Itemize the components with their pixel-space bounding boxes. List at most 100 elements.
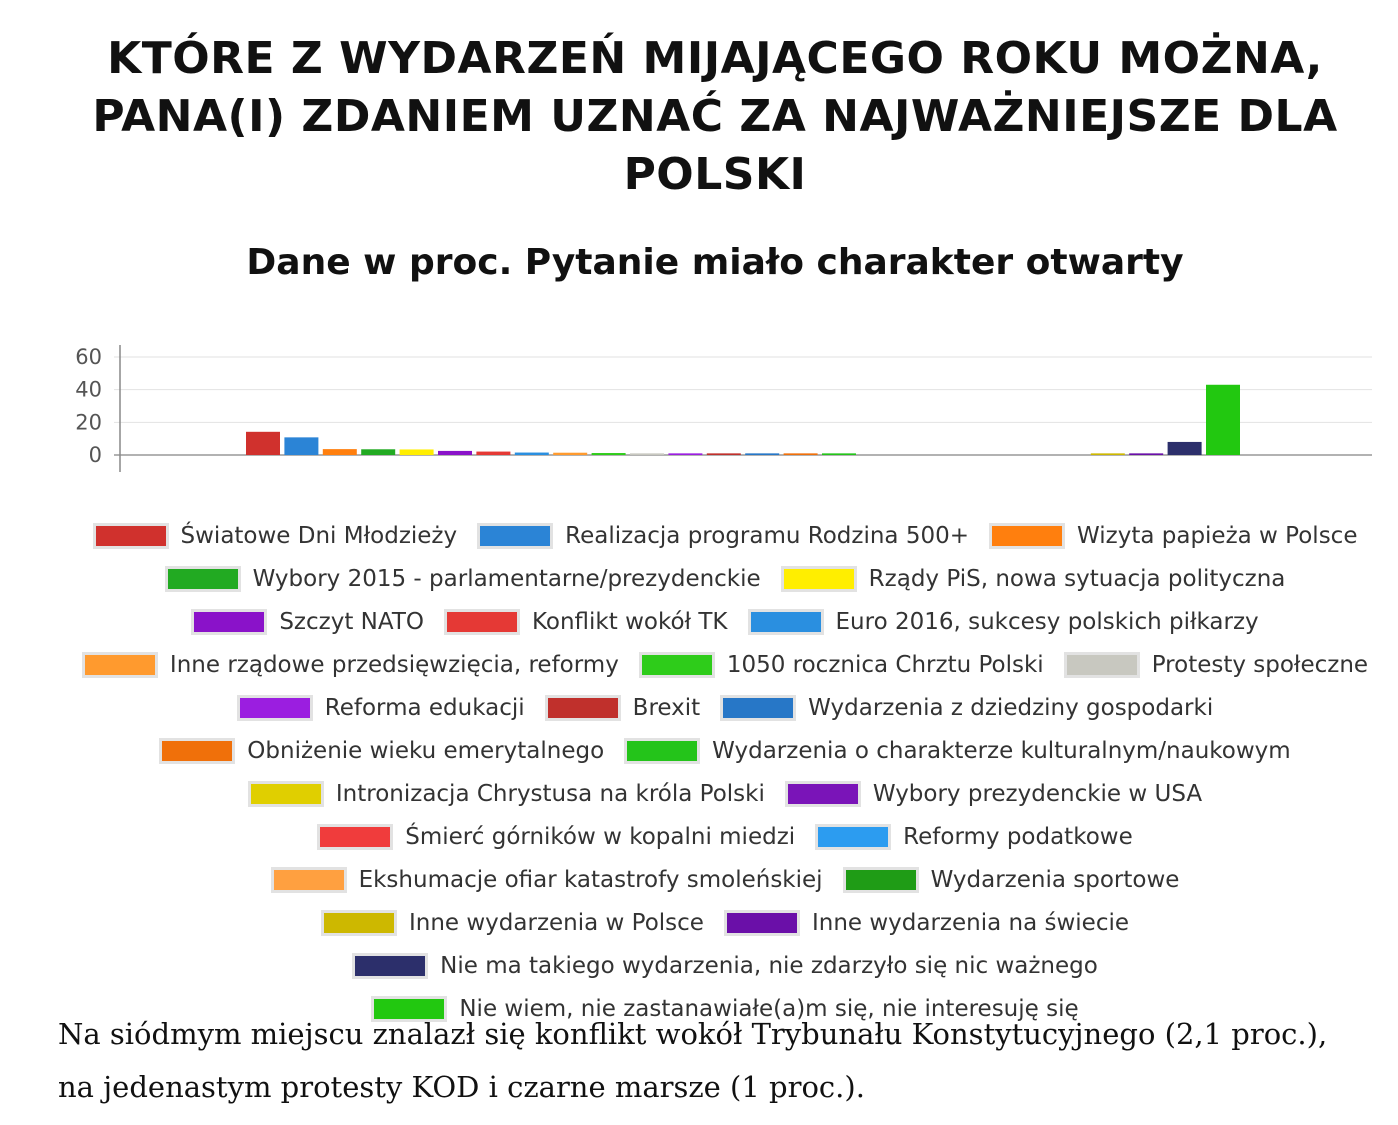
legend-label: Nie wiem, nie zastanawiałe(a)m się, nie … (459, 995, 1079, 1022)
legend-label: Inne rządowe przedsięwzięcia, reformy (169, 651, 619, 678)
bar[interactable] (630, 453, 664, 455)
legend-swatch (352, 952, 429, 979)
legend-label: Brexit (632, 694, 701, 721)
legend-item[interactable]: 1050 rocznica Chrztu Polski (638, 647, 1044, 682)
bar[interactable] (438, 450, 472, 455)
legend-swatch (989, 522, 1066, 549)
legend-swatch (747, 608, 824, 635)
legend-label: Reformy podatkowe (903, 823, 1133, 850)
chart-subtitle: Dane w proc. Pytanie miało charakter otw… (246, 242, 1184, 283)
legend-swatch (1063, 651, 1140, 678)
chart-title: KTÓRE Z WYDARZEŃ MIJAJĄCEGO ROKU MOŻNA, … (92, 33, 1338, 200)
bar-chart: 0 20 40 60 (75, 345, 1372, 472)
article-caption: Na siódmym miejscu znalazł się konflikt … (58, 1017, 1328, 1104)
legend-item[interactable]: Światowe Dni Młodzieży (92, 518, 458, 553)
legend-swatch (371, 995, 448, 1022)
legend-label: Wybory 2015 - parlamentarne/prezydenckie (252, 565, 761, 592)
legend-swatch (191, 608, 268, 635)
legend-label: Śmierć górników w kopalni miedzi (405, 823, 796, 850)
bar[interactable] (1090, 453, 1125, 455)
y-axis-ticks: 0 20 40 60 (75, 345, 102, 467)
bar[interactable] (745, 453, 780, 455)
legend-item[interactable]: Ekshumacje ofiar katastrofy smoleńskiej (270, 862, 823, 897)
legend-label: Rządy PiS, nowa sytuacja polityczna (868, 565, 1286, 592)
bar[interactable] (322, 449, 357, 455)
legend-item[interactable]: Wizyta papieża w Polsce (989, 518, 1357, 553)
legend-item[interactable]: Intronizacja Chrystusa na króla Polski (247, 776, 765, 811)
bar[interactable] (284, 437, 319, 455)
legend-item[interactable]: Brexit (544, 690, 701, 725)
bar[interactable] (514, 452, 549, 455)
legend-swatch (815, 823, 892, 850)
bar[interactable] (246, 431, 280, 455)
bar[interactable] (1167, 441, 1202, 455)
legend-label: Reforma edukacji (324, 694, 525, 721)
legend-item[interactable]: Wybory prezydenckie w USA (784, 776, 1202, 811)
legend-item[interactable]: Nie wiem, nie zastanawiałe(a)m się, nie … (371, 991, 1079, 1026)
legend-item[interactable]: Inne wydarzenia w Polsce (320, 905, 704, 940)
legend-item[interactable]: Protesty społeczne (1063, 647, 1369, 682)
legend-item[interactable]: Szczyt NATO (191, 604, 424, 639)
legend-swatch (159, 737, 236, 764)
legend-swatch (236, 694, 313, 721)
legend-swatch (842, 866, 919, 893)
legend-label: Wydarzenia o charakterze kulturalnym/nau… (712, 737, 1291, 764)
legend-label: Wizyta papieża w Polsce (1077, 522, 1358, 549)
y-tick-label: 40 (75, 378, 102, 402)
legend-label: Protesty społeczne (1151, 651, 1369, 678)
legend-label: Inne wydarzenia na świecie (811, 909, 1130, 936)
bar[interactable] (1129, 453, 1164, 455)
legend-label: Inne wydarzenia w Polsce (408, 909, 704, 936)
legend-swatch (317, 823, 394, 850)
legend-label: Euro 2016, sukcesy polskich piłkarzy (835, 608, 1259, 635)
chart-legend: Światowe Dni Młodzieży Realizacja program… (70, 518, 1380, 1026)
legend-item[interactable]: Rządy PiS, nowa sytuacja polityczna (780, 561, 1286, 596)
legend-item[interactable]: Realizacja programu Rodzina 500+ (477, 518, 969, 553)
legend-item[interactable]: Reformy podatkowe (815, 819, 1133, 854)
bar[interactable] (476, 451, 511, 455)
legend-item[interactable]: Obniżenie wieku emerytalnego (159, 733, 604, 768)
bar[interactable] (553, 452, 588, 455)
legend-label: Realizacja programu Rodzina 500+ (565, 522, 970, 549)
legend-item[interactable]: Wydarzenia sportowe (842, 862, 1180, 897)
legend-label: Intronizacja Chrystusa na króla Polski (335, 780, 765, 807)
bar[interactable] (668, 453, 703, 455)
legend-item[interactable]: Inne wydarzenia na świecie (723, 905, 1130, 940)
legend-label: Nie ma takiego wydarzenia, nie zdarzyło … (440, 952, 1098, 979)
legend-item[interactable]: Wydarzenia o charakterze kulturalnym/nau… (624, 733, 1291, 768)
bar[interactable] (783, 453, 818, 455)
legend-label: Ekshumacje ofiar katastrofy smoleńskiej (358, 866, 823, 893)
legend-item[interactable]: Euro 2016, sukcesy polskich piłkarzy (747, 604, 1259, 639)
bar[interactable] (1206, 384, 1240, 455)
bars (246, 384, 1240, 455)
legend-swatch (544, 694, 621, 721)
legend-swatch (81, 651, 158, 678)
legend-swatch (92, 522, 169, 549)
legend-swatch (723, 909, 800, 936)
legend-swatch (720, 694, 797, 721)
bar[interactable] (361, 449, 396, 455)
legend-item[interactable]: Konflikt wokół TK (443, 604, 728, 639)
legend-swatch (270, 866, 347, 893)
y-tick-label: 60 (75, 345, 102, 369)
legend-swatch (780, 565, 857, 592)
bar[interactable] (706, 453, 741, 455)
legend-swatch (443, 608, 520, 635)
legend-label: Konflikt wokół TK (531, 608, 728, 635)
legend-label: Światowe Dni Młodzieży (180, 522, 458, 549)
bar[interactable] (591, 453, 626, 455)
legend-label: Szczyt NATO (279, 608, 424, 635)
bar[interactable] (822, 453, 856, 455)
legend-item[interactable]: Inne rządowe przedsięwzięcia, reformy (81, 647, 619, 682)
legend-label: Obniżenie wieku emerytalnego (247, 737, 605, 764)
legend-item[interactable]: Nie ma takiego wydarzenia, nie zdarzyło … (352, 948, 1098, 983)
legend-item[interactable]: Wydarzenia z dziedziny gospodarki (720, 690, 1213, 725)
legend-swatch (638, 651, 715, 678)
legend-label: Wydarzenia sportowe (930, 866, 1180, 893)
legend-item[interactable]: Wybory 2015 - parlamentarne/prezydenckie (164, 561, 761, 596)
bar[interactable] (399, 449, 434, 455)
legend-item[interactable]: Śmierć górników w kopalni miedzi (317, 819, 795, 854)
legend-swatch (784, 780, 861, 807)
legend-item[interactable]: Reforma edukacji (236, 690, 525, 725)
legend-swatch (164, 565, 241, 592)
